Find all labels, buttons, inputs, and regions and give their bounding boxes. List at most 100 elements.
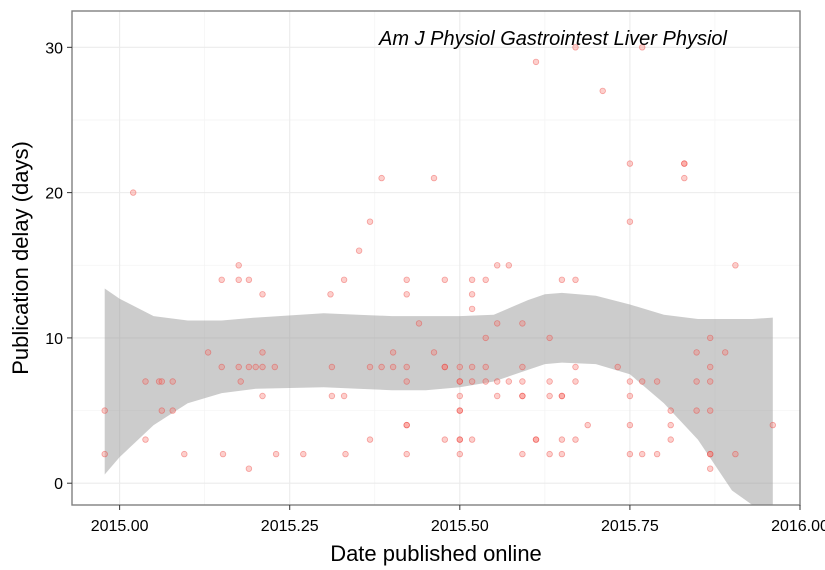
data-point	[614, 363, 621, 371]
data-point	[558, 450, 566, 458]
y-tick-label: 10	[45, 331, 63, 348]
data-point	[494, 320, 501, 327]
data-point	[546, 334, 553, 342]
data-point	[639, 378, 646, 385]
data-point	[468, 436, 476, 443]
data-point	[707, 450, 714, 458]
data-point	[389, 363, 397, 371]
data-point	[142, 436, 149, 443]
data-point	[681, 160, 688, 167]
data-point	[519, 363, 526, 371]
data-point	[558, 436, 566, 443]
data-point	[482, 276, 489, 283]
data-point	[340, 392, 348, 400]
plot-panel	[71, 10, 801, 506]
data-point	[389, 349, 397, 356]
data-point	[218, 276, 225, 283]
data-point	[681, 160, 688, 167]
data-point	[456, 378, 463, 385]
data-point	[494, 392, 501, 400]
data-point	[653, 378, 661, 385]
data-point	[403, 291, 410, 298]
data-point	[158, 407, 165, 414]
data-point	[667, 407, 674, 414]
data-point	[237, 378, 244, 385]
data-point	[245, 276, 253, 283]
data-point	[626, 392, 634, 400]
data-point	[626, 218, 634, 225]
data-point	[219, 450, 227, 458]
journal-annotation: Am J Physiol Gastrointest Liver Physiol	[378, 28, 727, 50]
data-point	[519, 392, 526, 400]
data-point	[101, 407, 108, 414]
data-point	[259, 291, 266, 298]
data-point	[456, 450, 463, 458]
data-point	[129, 189, 137, 196]
smoother-confidence-band	[104, 288, 773, 505]
data-point	[456, 407, 463, 414]
data-point	[558, 276, 566, 283]
data-point	[769, 421, 776, 429]
x-tick-label: 2015.25	[261, 518, 319, 535]
data-point	[558, 392, 566, 400]
data-point	[328, 392, 336, 400]
data-point	[722, 349, 729, 356]
data-point	[572, 44, 579, 51]
data-point	[519, 378, 526, 385]
data-point	[342, 450, 349, 458]
x-axis-title: Date published online	[330, 541, 542, 566]
data-point	[366, 436, 374, 443]
data-point	[626, 160, 634, 167]
data-point	[456, 378, 463, 385]
data-point	[707, 450, 714, 458]
x-tick-label: 2015.50	[431, 518, 489, 535]
data-point	[653, 450, 661, 458]
data-point	[169, 378, 176, 385]
data-point	[430, 174, 438, 182]
data-point	[468, 363, 476, 371]
data-point	[639, 44, 646, 51]
data-point	[259, 349, 266, 356]
data-point	[340, 276, 348, 283]
data-point	[235, 276, 242, 283]
data-point	[546, 450, 553, 458]
data-point	[456, 436, 463, 443]
data-point	[468, 378, 476, 385]
data-point	[378, 363, 385, 371]
data-point	[235, 262, 242, 269]
data-point	[441, 436, 448, 443]
data-point	[142, 378, 149, 385]
data-point	[441, 276, 448, 283]
data-point	[158, 378, 165, 385]
data-point	[245, 465, 253, 472]
data-point	[707, 407, 714, 414]
data-point	[456, 407, 463, 414]
data-point	[546, 378, 553, 385]
data-point	[732, 262, 739, 269]
data-point	[468, 291, 476, 298]
data-point	[355, 247, 363, 254]
data-point	[532, 436, 540, 443]
data-point	[101, 450, 108, 458]
data-point	[626, 421, 634, 429]
x-tick-label: 2015.75	[601, 518, 659, 535]
y-tick-label: 20	[45, 186, 63, 203]
data-point	[181, 450, 188, 458]
data-point	[328, 363, 336, 371]
data-point	[626, 450, 634, 458]
data-point	[505, 262, 512, 269]
data-point	[259, 363, 266, 371]
data-point	[572, 378, 579, 385]
data-point	[667, 421, 674, 429]
data-point	[639, 450, 646, 458]
data-point	[482, 334, 489, 342]
data-point	[441, 363, 448, 371]
data-point	[519, 320, 526, 327]
confidence-band	[104, 288, 773, 505]
data-point	[441, 363, 448, 371]
data-point	[505, 378, 512, 385]
data-point	[482, 363, 489, 371]
data-point	[300, 450, 307, 458]
data-point	[468, 305, 476, 313]
